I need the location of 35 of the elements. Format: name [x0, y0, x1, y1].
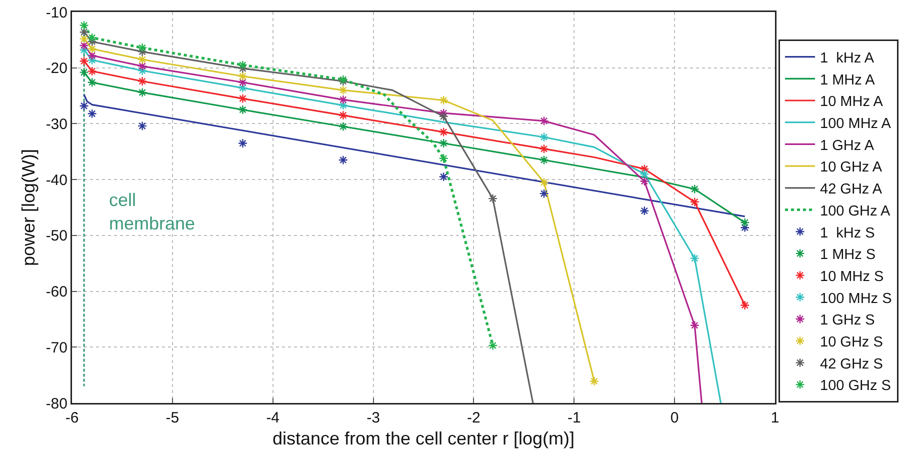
y-tick-label: -80 [46, 395, 68, 412]
legend-label: 1 GHz S [820, 312, 875, 329]
legend-label: 1 MHz A [820, 72, 876, 88]
legend-label: 1 kHz S [820, 225, 875, 242]
y-tick-label: -20 [46, 60, 68, 78]
x-tick-label: -1 [567, 410, 581, 426]
y-tick-label: -30 [46, 116, 68, 133]
y-tick-label: -10 [46, 4, 68, 22]
x-tick-label: -3 [366, 410, 380, 426]
y-tick-label: -40 [46, 172, 68, 189]
x-tick-label: -4 [266, 410, 280, 426]
legend-label: 100 MHz S [820, 290, 892, 307]
x-tick-label: -2 [467, 410, 480, 426]
y-axis-title: power [log(W)] [18, 148, 38, 266]
x-axis-title: distance from the cell center r [log(m)] [272, 428, 575, 448]
legend-label: 10 MHz S [820, 268, 884, 285]
x-tick-label: 0 [670, 410, 679, 426]
legend-label: 100 MHz A [820, 116, 892, 132]
x-tick-label: -5 [166, 410, 180, 426]
x-tick-label: 1 [770, 410, 780, 426]
legend-label: 42 GHz S [820, 356, 883, 372]
legend-label: 10 GHz S [820, 334, 883, 350]
legend-label: 42 GHz A [820, 182, 882, 198]
legend-label: 10 GHz A [820, 160, 882, 176]
legend-label: 1 MHz S [820, 247, 876, 264]
y-tick-label: -70 [46, 339, 68, 356]
legend-label: 10 MHz A [820, 94, 884, 110]
legend-label: 100 GHz S [820, 378, 891, 394]
x-tick-label: -6 [65, 410, 79, 426]
legend-label: 1 kHz A [820, 50, 874, 66]
legend-label: 1 GHz A [820, 138, 874, 154]
annotation: cell membrane [109, 190, 196, 234]
legend-label: 100 GHz A [820, 203, 890, 220]
y-tick-label: -50 [46, 228, 68, 245]
y-tick-label: -60 [46, 284, 68, 301]
